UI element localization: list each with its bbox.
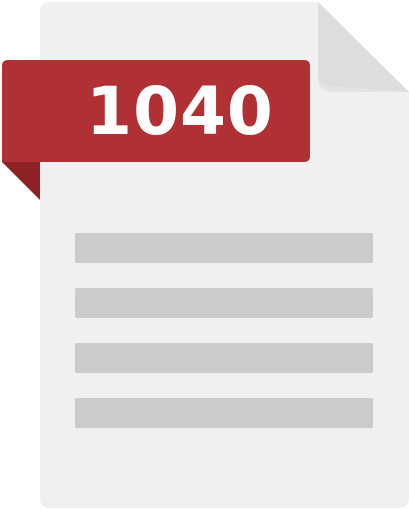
form-number-ribbon: 1040 <box>0 60 310 162</box>
ribbon-tail <box>2 162 40 200</box>
text-line-2 <box>75 288 373 318</box>
form-number-label: 1040 <box>86 73 274 150</box>
page-fold-corner <box>318 2 409 92</box>
text-line-3 <box>75 343 373 373</box>
text-line-4 <box>75 398 373 428</box>
text-line-1 <box>75 233 373 263</box>
ribbon-band <box>2 60 310 162</box>
